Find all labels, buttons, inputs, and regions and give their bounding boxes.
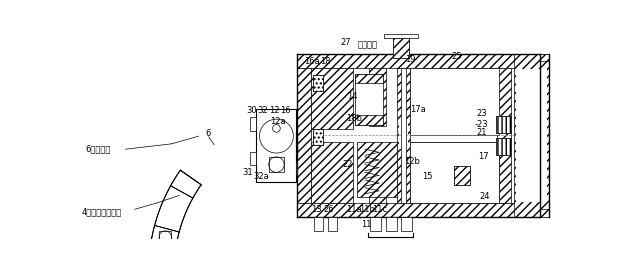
Bar <box>313 75 323 91</box>
Bar <box>397 68 410 203</box>
Bar <box>297 68 311 203</box>
Text: 12a: 12a <box>270 117 285 126</box>
Bar <box>256 109 297 182</box>
Bar <box>399 121 408 149</box>
Bar <box>311 142 353 203</box>
Text: 21: 21 <box>476 128 486 137</box>
Bar <box>498 68 511 203</box>
Text: 6: 6 <box>205 129 211 138</box>
Text: 11a: 11a <box>346 205 361 214</box>
Bar <box>514 54 549 217</box>
Bar <box>401 68 406 203</box>
Text: 18: 18 <box>320 57 331 66</box>
Text: 32: 32 <box>258 106 268 115</box>
Text: 27: 27 <box>340 38 351 47</box>
Bar <box>410 142 499 203</box>
Bar <box>496 116 511 133</box>
Text: 24: 24 <box>479 192 490 202</box>
Bar <box>516 69 547 202</box>
Bar <box>496 116 511 133</box>
Text: 30: 30 <box>246 106 257 115</box>
Text: 12: 12 <box>269 106 279 115</box>
Text: 25: 25 <box>452 52 462 61</box>
Text: -23: -23 <box>475 120 488 129</box>
Text: 19: 19 <box>405 55 415 64</box>
Bar <box>410 68 499 135</box>
Bar <box>384 35 418 38</box>
Polygon shape <box>155 186 193 232</box>
Bar <box>454 166 470 185</box>
Bar <box>394 38 409 58</box>
Bar <box>250 117 256 131</box>
Bar <box>401 217 412 231</box>
Bar <box>297 54 549 68</box>
Bar <box>496 138 511 155</box>
Text: 6永久磁石: 6永久磁石 <box>85 145 111 154</box>
Bar <box>269 157 284 172</box>
Bar <box>328 217 337 231</box>
Text: 17: 17 <box>478 152 489 161</box>
Bar <box>159 231 172 243</box>
Text: 16: 16 <box>281 106 291 115</box>
Text: 23: 23 <box>476 109 486 118</box>
Text: 17a: 17a <box>411 105 426 114</box>
Text: 26: 26 <box>323 205 334 214</box>
Text: 18b: 18b <box>346 114 362 123</box>
Bar <box>369 144 386 203</box>
Bar <box>297 203 549 217</box>
Text: 15: 15 <box>422 172 432 181</box>
Bar <box>370 217 381 231</box>
Text: 11c: 11c <box>372 205 387 214</box>
Text: 32a: 32a <box>253 172 269 181</box>
Bar <box>250 151 256 165</box>
Polygon shape <box>170 170 201 198</box>
Bar <box>313 129 323 144</box>
Text: 4磁石支持リング: 4磁石支持リング <box>81 207 122 216</box>
Bar <box>369 68 386 126</box>
Bar <box>410 142 499 203</box>
Bar <box>454 166 470 185</box>
Bar <box>313 129 323 144</box>
Bar <box>386 217 397 231</box>
Bar <box>355 115 383 125</box>
Bar <box>496 138 511 155</box>
Text: 火気解放: 火気解放 <box>358 40 378 49</box>
Text: 11: 11 <box>361 220 372 229</box>
Text: 13: 13 <box>311 205 322 214</box>
Text: 12b: 12b <box>404 157 420 166</box>
Text: 16a: 16a <box>304 57 320 66</box>
Text: 14: 14 <box>348 92 358 101</box>
Polygon shape <box>149 225 179 268</box>
Bar <box>355 74 383 83</box>
Text: 31: 31 <box>242 168 253 177</box>
Bar <box>313 75 323 91</box>
Text: 22: 22 <box>342 160 353 169</box>
Bar <box>314 217 323 231</box>
Bar <box>355 74 383 125</box>
Text: 11b: 11b <box>360 205 375 214</box>
Bar <box>311 68 353 129</box>
Bar <box>357 142 397 197</box>
Bar <box>394 38 409 58</box>
